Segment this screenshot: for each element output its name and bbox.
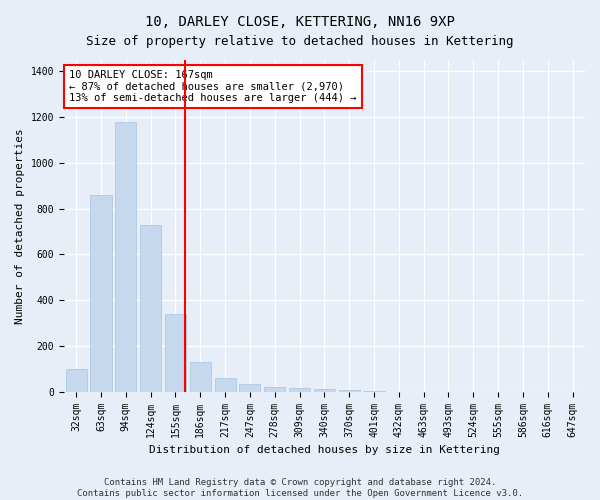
Text: Size of property relative to detached houses in Kettering: Size of property relative to detached ho… (86, 35, 514, 48)
Bar (190, 362, 211, 392)
Bar (215, 378, 236, 392)
X-axis label: Distribution of detached houses by size in Kettering: Distribution of detached houses by size … (149, 445, 500, 455)
Bar (338, 390, 360, 392)
Text: Contains HM Land Registry data © Crown copyright and database right 2024.
Contai: Contains HM Land Registry data © Crown c… (77, 478, 523, 498)
Y-axis label: Number of detached properties: Number of detached properties (15, 128, 25, 324)
Bar (65, 369, 87, 392)
Text: 10 DARLEY CLOSE: 167sqm
← 87% of detached houses are smaller (2,970)
13% of semi: 10 DARLEY CLOSE: 167sqm ← 87% of detache… (69, 70, 356, 103)
Bar (140, 224, 161, 392)
Bar (314, 390, 335, 392)
Bar (264, 387, 285, 392)
Text: 10, DARLEY CLOSE, KETTERING, NN16 9XP: 10, DARLEY CLOSE, KETTERING, NN16 9XP (145, 15, 455, 29)
Bar (91, 195, 112, 392)
Bar (239, 384, 260, 392)
Bar (289, 388, 310, 392)
Bar (115, 122, 136, 392)
Bar (165, 314, 186, 392)
